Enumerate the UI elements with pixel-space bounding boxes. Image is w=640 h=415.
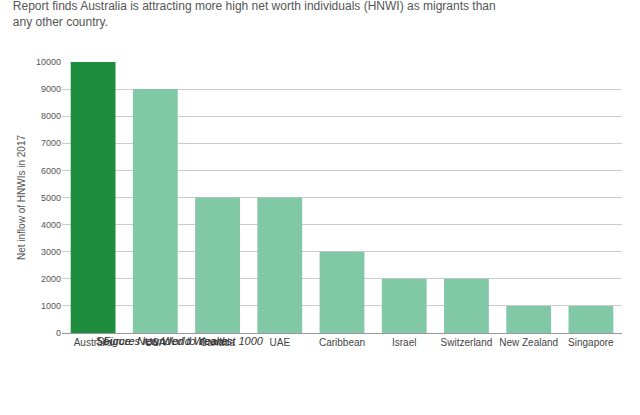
svg-text:Net inflow of HNWIs in 2017: Net inflow of HNWIs in 2017 <box>16 135 27 260</box>
svg-text:5000: 5000 <box>41 193 61 203</box>
svg-text:Caribbean: Caribbean <box>319 337 365 348</box>
svg-text:3000: 3000 <box>41 247 61 257</box>
svg-text:Australia: Australia <box>74 337 113 348</box>
svg-text:9000: 9000 <box>41 84 61 94</box>
svg-text:8000: 8000 <box>41 111 61 121</box>
svg-text:2000: 2000 <box>41 274 61 284</box>
svg-text:7000: 7000 <box>41 138 61 148</box>
svg-text:Canada: Canada <box>200 337 235 348</box>
svg-text:6000: 6000 <box>41 166 61 176</box>
svg-text:Israel: Israel <box>392 337 416 348</box>
svg-text:1000: 1000 <box>41 301 61 311</box>
svg-text:UAE: UAE <box>269 337 290 348</box>
svg-text:* Figures rounded to nearest 1: * Figures rounded to nearest 1000 <box>96 335 264 347</box>
svg-text:Source: New World Wealth: Source: New World Wealth <box>96 335 228 347</box>
svg-text:4000: 4000 <box>41 220 61 230</box>
svg-text:Switzerland: Switzerland <box>441 337 493 348</box>
svg-text:USA: USA <box>145 337 166 348</box>
svg-text:Report finds Australia is attr: Report finds Australia is attracting mor… <box>13 0 496 29</box>
svg-text:Singapore: Singapore <box>568 337 614 348</box>
svg-text:0: 0 <box>56 328 61 338</box>
svg-text:New Zealand: New Zealand <box>499 337 558 348</box>
svg-text:10000: 10000 <box>36 57 61 67</box>
